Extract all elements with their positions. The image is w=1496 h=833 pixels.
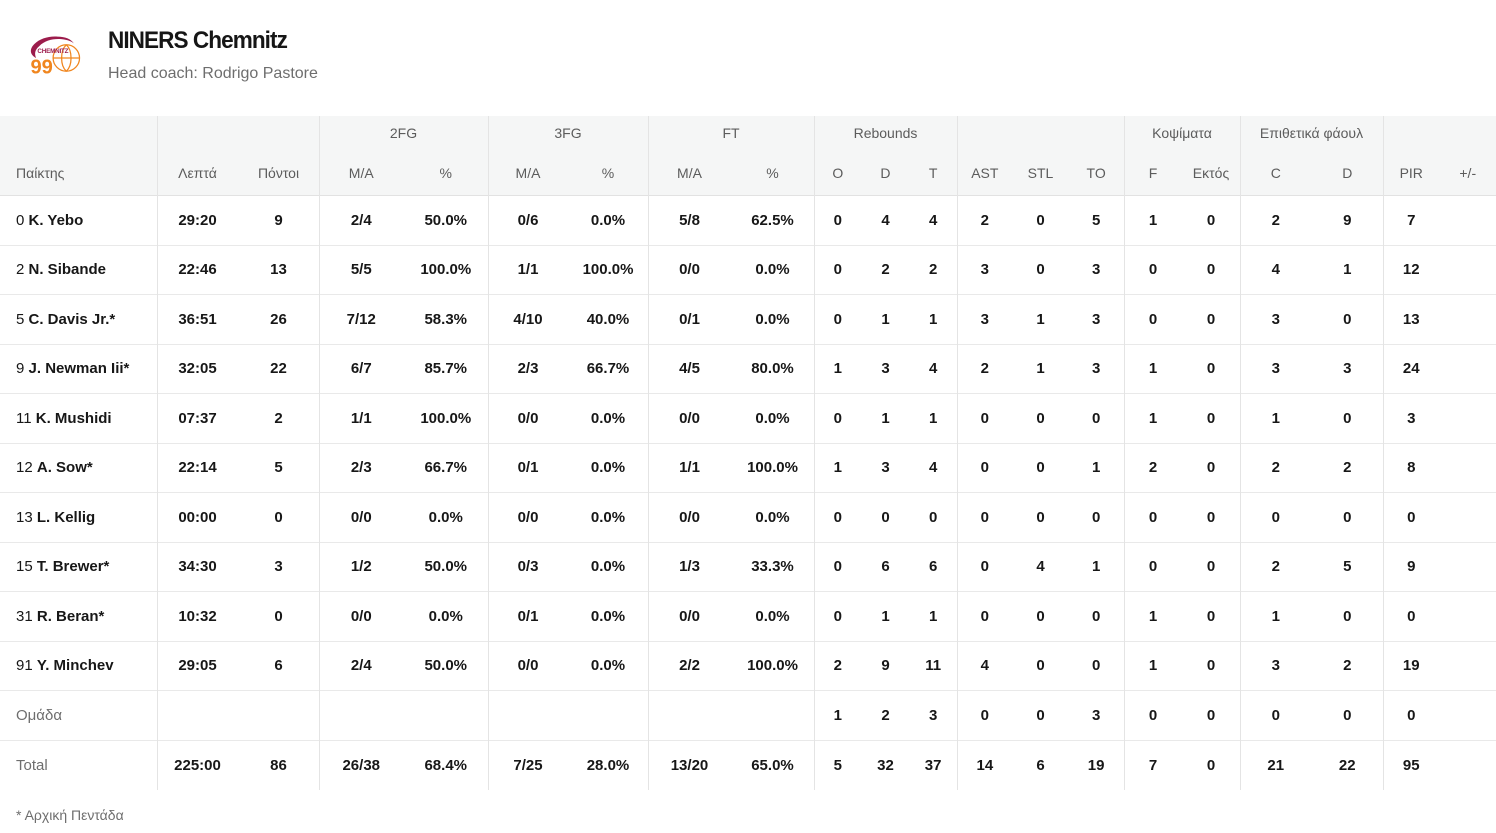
svg-text:99: 99	[30, 57, 52, 75]
svg-text:CHEMNITZ: CHEMNITZ	[37, 48, 68, 55]
